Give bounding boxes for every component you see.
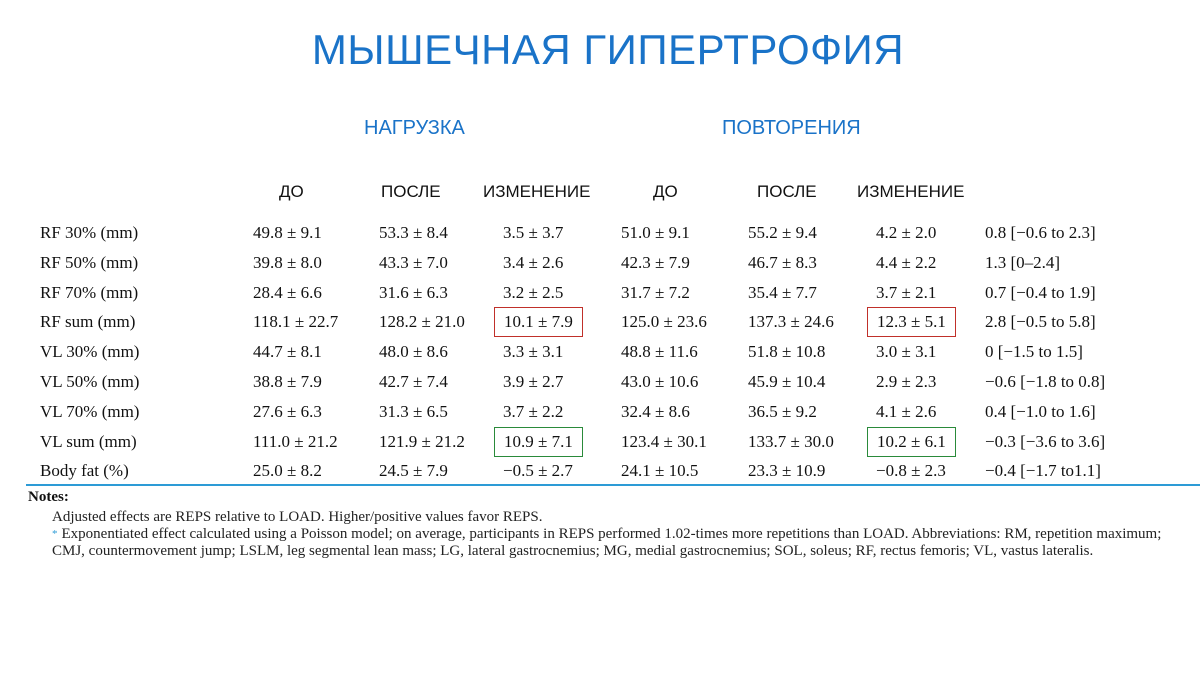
cell-reps-after: 133.7 ± 30.0 <box>748 431 834 451</box>
cell-load-after: 48.0 ± 8.6 <box>379 342 448 362</box>
cell-load-before: 38.8 ± 7.9 <box>253 372 322 391</box>
highlighted-cell-load-change: 10.9 ± 7.1 <box>494 426 583 457</box>
cell-reps-before: 31.7 ± 7.2 <box>621 282 690 302</box>
cell-effect: 1.3 [0–2.4] <box>985 252 1061 272</box>
col-header-reps-after: ПОСЛЕ <box>757 182 817 201</box>
cell-reps-change: 4.4 ± 2.2 <box>876 252 937 272</box>
cell-reps-after: 36.5 ± 9.2 <box>748 401 817 421</box>
cell-effect: −0.6 [−1.8 to 0.8] <box>985 372 1106 391</box>
cell-load-before: 118.1 ± 22.7 <box>253 312 339 332</box>
cell-effect: 0.7 [−0.4 to 1.9] <box>985 282 1096 302</box>
cell-reps-after: 137.3 ± 24.6 <box>748 312 834 332</box>
table-divider <box>26 484 1200 486</box>
group-header-load: НАГРУЗКА <box>364 117 465 139</box>
cell-reps-change: 4.1 ± 2.6 <box>876 401 937 421</box>
cell-load-before: 39.8 ± 8.0 <box>253 252 322 272</box>
cell-reps-after: 35.4 ± 7.7 <box>748 282 817 302</box>
cell-load-after: 31.3 ± 6.5 <box>379 401 448 421</box>
cell-effect: 0.4 [−1.0 to 1.6] <box>985 401 1096 421</box>
table-row: RF 50% (mm) 39.8 ± 8.0 43.3 ± 7.0 3.4 ± 2.6… <box>0 253 1200 283</box>
table-row: VL 50% (mm) 38.8 ± 7.9 42.7 ± 7.4 3.9 ± 2.7… <box>0 372 1200 402</box>
cell-load-after: 53.3 ± 8.4 <box>379 223 448 242</box>
cell-effect: −0.4 [−1.7 to1.1] <box>985 461 1101 481</box>
cell-load-change: 3.9 ± 2.7 <box>503 372 564 391</box>
row-label: Body fat (%) <box>40 461 129 481</box>
cell-reps-before: 24.1 ± 10.5 <box>621 461 699 481</box>
cell-load-change: 3.4 ± 2.6 <box>503 252 564 272</box>
cell-load-change: 3.2 ± 2.5 <box>503 282 564 302</box>
cell-reps-before: 48.8 ± 11.6 <box>621 342 698 362</box>
row-label: VL 70% (mm) <box>40 401 140 421</box>
cell-load-change: 3.3 ± 3.1 <box>503 342 564 362</box>
cell-load-change: −0.5 ± 2.7 <box>503 461 573 481</box>
table-row: RF 30% (mm) 49.8 ± 9.1 53.3 ± 8.4 3.5 ± 3.7… <box>0 223 1200 253</box>
row-label: RF sum (mm) <box>40 312 136 332</box>
cell-load-before: 25.0 ± 8.2 <box>253 461 322 481</box>
cell-reps-after: 51.8 ± 10.8 <box>748 342 826 362</box>
cell-effect: 0 [−1.5 to 1.5] <box>985 342 1083 362</box>
cell-reps-before: 42.3 ± 7.9 <box>621 252 690 272</box>
row-label: VL 30% (mm) <box>40 342 140 362</box>
cell-reps-change: −0.8 ± 2.3 <box>876 461 946 481</box>
cell-effect: 0.8 [−0.6 to 2.3] <box>985 223 1096 242</box>
row-label: VL 50% (mm) <box>40 372 140 391</box>
row-label: RF 50% (mm) <box>40 252 139 272</box>
col-header-reps-before: ДО <box>653 182 678 201</box>
table-row: RF 70% (mm) 28.4 ± 6.6 31.6 ± 6.3 3.2 ± 2.5… <box>0 283 1200 313</box>
note-poisson: * Exponentiated effect calculated using a… <box>52 526 1178 560</box>
cell-load-after: 31.6 ± 6.3 <box>379 282 448 302</box>
cell-reps-after: 45.9 ± 10.4 <box>748 372 826 391</box>
note-adjusted-effects: Adjusted effects are REPS relative to LO… <box>52 509 543 525</box>
notes-heading: Notes: <box>28 489 69 505</box>
cell-load-before: 111.0 ± 21.2 <box>253 431 338 451</box>
row-label: RF 70% (mm) <box>40 282 139 302</box>
cell-effect: 2.8 [−0.5 to 5.8] <box>985 312 1096 332</box>
cell-reps-change: 3.7 ± 2.1 <box>876 282 937 302</box>
cell-reps-after: 55.2 ± 9.4 <box>748 223 817 242</box>
cell-reps-before: 32.4 ± 8.6 <box>621 401 690 421</box>
cell-reps-change: 2.9 ± 2.3 <box>876 372 937 391</box>
cell-reps-before: 43.0 ± 10.6 <box>621 372 699 391</box>
table-row: RF sum (mm) 118.1 ± 22.7 128.2 ± 21.0 10.1 … <box>0 307 1200 342</box>
cell-reps-after: 23.3 ± 10.9 <box>748 461 826 481</box>
cell-reps-change: 4.2 ± 2.0 <box>876 223 937 242</box>
row-label: VL sum (mm) <box>40 431 137 451</box>
cell-load-before: 27.6 ± 6.3 <box>253 401 322 421</box>
cell-reps-before: 123.4 ± 30.1 <box>621 431 707 451</box>
col-header-load-after: ПОСЛЕ <box>381 182 441 201</box>
col-header-load-change: ИЗМЕНЕНИЕ <box>483 182 591 201</box>
cell-load-after: 128.2 ± 21.0 <box>379 312 465 332</box>
cell-reps-change: 3.0 ± 3.1 <box>876 342 937 362</box>
col-header-reps-change: ИЗМЕНЕНИЕ <box>857 182 965 201</box>
cell-load-change: 3.5 ± 3.7 <box>503 223 564 242</box>
cell-load-after: 121.9 ± 21.2 <box>379 431 465 451</box>
cell-load-before: 49.8 ± 9.1 <box>253 223 322 242</box>
table-row: VL sum (mm) 111.0 ± 21.2 121.9 ± 21.2 10.9 … <box>0 426 1200 462</box>
group-header-reps: ПОВТОРЕНИЯ <box>722 117 861 139</box>
cell-load-after: 43.3 ± 7.0 <box>379 252 448 272</box>
note-poisson-text: Exponentiated effect calculated using a … <box>52 526 1162 559</box>
cell-load-before: 44.7 ± 8.1 <box>253 342 322 362</box>
highlighted-cell-load-change: 10.1 ± 7.9 <box>494 307 583 338</box>
cell-load-after: 24.5 ± 7.9 <box>379 461 448 481</box>
highlighted-cell-reps-change: 10.2 ± 6.1 <box>867 426 956 457</box>
slide-title: МЫШЕЧНАЯ ГИПЕРТРОФИЯ <box>311 26 905 73</box>
cell-reps-before: 125.0 ± 23.6 <box>621 312 707 332</box>
table-row: VL 30% (mm) 44.7 ± 8.1 48.0 ± 8.6 3.3 ± 3.1… <box>0 342 1200 372</box>
highlighted-cell-reps-change: 12.3 ± 5.1 <box>867 307 956 338</box>
table-row: VL 70% (mm) 27.6 ± 6.3 31.3 ± 6.5 3.7 ± 2.2… <box>0 402 1200 432</box>
note-marker: * <box>52 528 58 540</box>
cell-reps-before: 51.0 ± 9.1 <box>621 223 690 242</box>
cell-load-after: 42.7 ± 7.4 <box>379 372 448 391</box>
table-row: Body fat (%) 25.0 ± 8.2 24.5 ± 7.9 −0.5 ± 2… <box>0 461 1200 491</box>
row-label: RF 30% (mm) <box>40 223 139 242</box>
cell-effect: −0.3 [−3.6 to 3.6] <box>985 431 1106 451</box>
col-header-load-before: ДО <box>279 182 304 201</box>
cell-load-before: 28.4 ± 6.6 <box>253 282 322 302</box>
cell-load-change: 3.7 ± 2.2 <box>503 401 564 421</box>
cell-reps-after: 46.7 ± 8.3 <box>748 252 817 272</box>
